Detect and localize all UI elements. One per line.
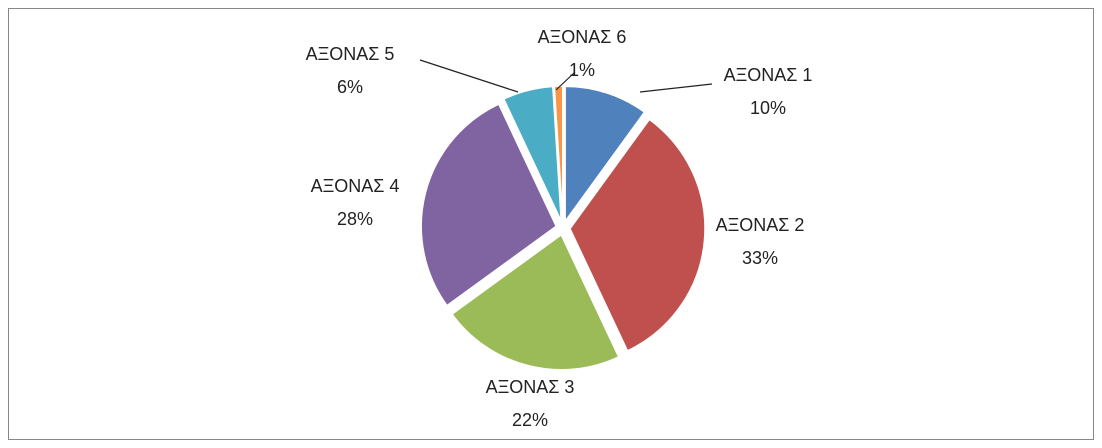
slice-value-label: 6% [337,77,363,97]
pie-slice [450,233,620,371]
slice-label: ΑΞΟΝΑΣ 1 [724,65,813,85]
slice-label: ΑΞΟΝΑΣ 4 [311,176,400,196]
slice-value-label: 28% [337,209,373,229]
leader-line [639,83,713,93]
pie-slice [502,85,563,222]
slice-value-label: 22% [512,410,548,430]
leader-line [419,59,519,93]
slice-value-label: 1% [569,60,595,80]
slice-value-label: 33% [742,248,778,268]
pie-slice [420,103,558,307]
slice-label: ΑΞΟΝΑΣ 5 [306,44,395,64]
pie-slice [569,118,706,352]
slice-label: ΑΞΟΝΑΣ 2 [716,215,805,235]
pie-slice [553,85,564,222]
slice-label: ΑΞΟΝΑΣ 6 [538,27,627,47]
leader-line [555,71,576,91]
slice-value-label: 10% [750,98,786,118]
slice-label: ΑΞΟΝΑΣ 3 [486,377,575,397]
pie-slice [564,85,646,224]
